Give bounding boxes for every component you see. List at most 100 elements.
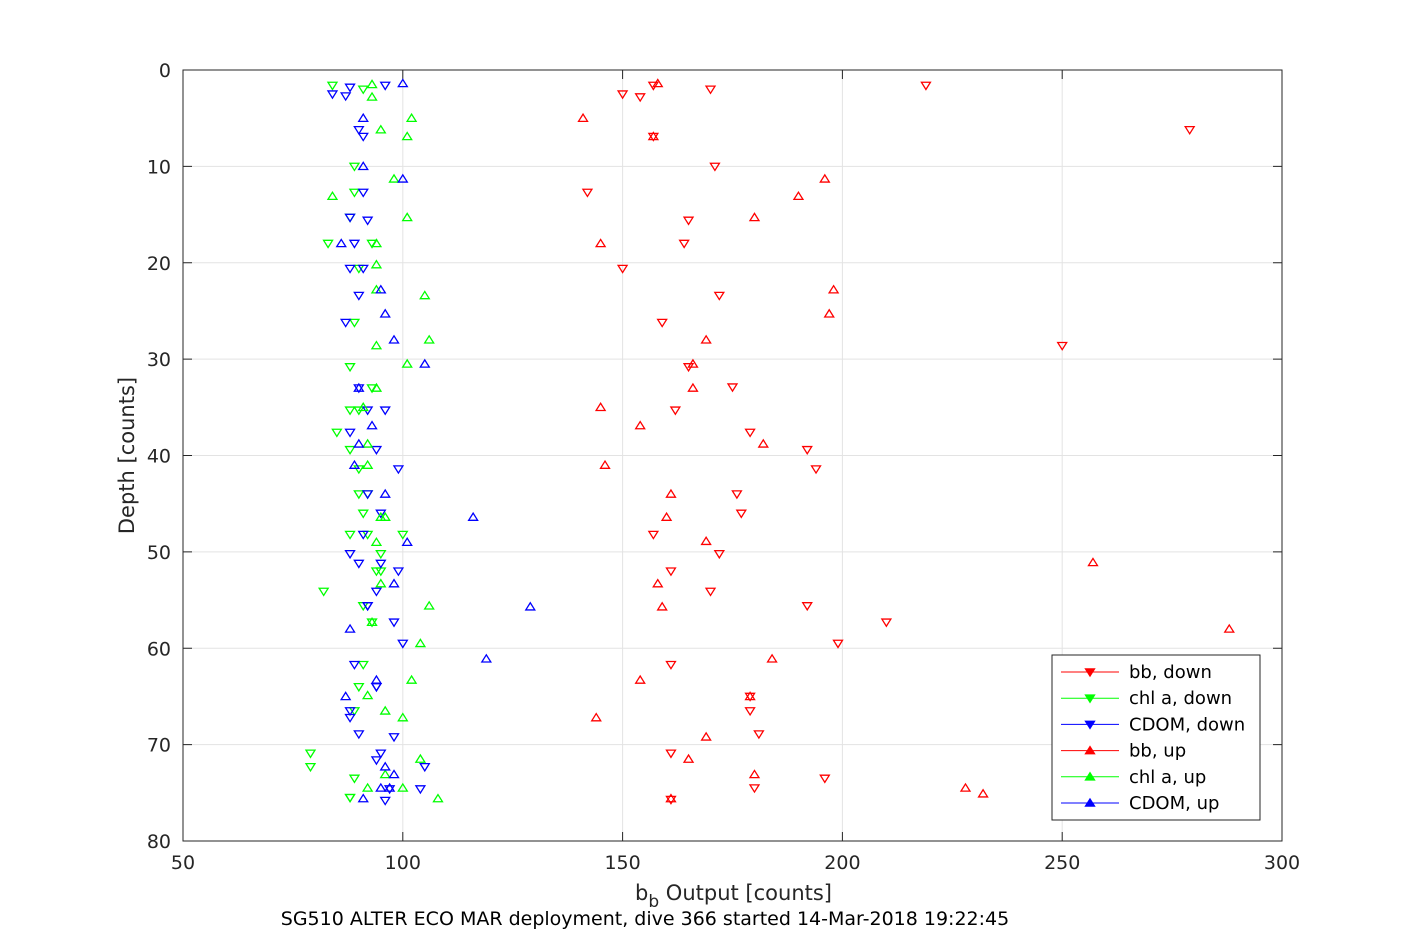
data-point: [392, 567, 405, 577]
data-point: [370, 536, 383, 547]
data-point: [322, 239, 334, 249]
data-point: [339, 92, 352, 102]
data-point: [370, 445, 383, 455]
data-point: [375, 578, 387, 588]
data-point: [397, 78, 409, 88]
data-point: [748, 769, 761, 779]
data-point: [357, 132, 369, 142]
data-point: [326, 81, 339, 91]
x-tick-label: 200: [824, 852, 860, 874]
legend-marker: [1084, 694, 1096, 704]
data-point: [757, 438, 769, 448]
data-point: [370, 756, 383, 766]
legend-entry: CDOM, up: [1061, 793, 1219, 814]
data-point: [375, 124, 387, 134]
data-point: [357, 509, 369, 519]
data-point: [370, 382, 383, 392]
x-axis-label: bb Output [counts]: [635, 881, 832, 912]
data-point: [348, 660, 361, 670]
x-axis-label-subscript: b: [648, 892, 659, 912]
data-point: [709, 162, 721, 172]
data-point: [687, 382, 699, 392]
data-point: [660, 511, 673, 521]
series-cdom-down: [326, 81, 431, 806]
data-point: [344, 623, 356, 633]
data-point: [669, 406, 682, 416]
data-point: [401, 358, 413, 368]
data-point: [348, 162, 361, 172]
data-point: [348, 239, 361, 249]
data-point: [753, 730, 765, 740]
data-point: [344, 550, 356, 560]
legend-marker: [1084, 797, 1096, 807]
x-axis-label-rest: Output [counts]: [659, 881, 832, 905]
data-point: [414, 785, 427, 795]
x-axis-label-main: b: [635, 881, 648, 905]
data-point: [375, 284, 387, 294]
data-point: [344, 793, 356, 803]
data-point: [379, 488, 391, 498]
data-point: [687, 358, 699, 368]
data-point: [388, 618, 400, 628]
data-point: [665, 749, 677, 759]
data-point: [344, 83, 356, 93]
data-point: [397, 782, 409, 792]
data-point: [766, 653, 778, 663]
data-point: [432, 793, 444, 803]
data-point: [704, 587, 717, 597]
data-point: [335, 238, 347, 248]
legend-marker: [1084, 720, 1096, 730]
series-chl-a-up: [326, 79, 444, 803]
x-tick-label: 300: [1264, 852, 1300, 874]
legend-marker: [1084, 771, 1096, 781]
data-point: [353, 730, 365, 740]
data-point: [647, 131, 660, 141]
data-point: [581, 188, 594, 198]
data-point: [801, 602, 813, 612]
data-point: [357, 112, 369, 122]
y-tick-label: 80: [147, 831, 171, 853]
series-bb-up: [577, 78, 1235, 803]
data-point: [744, 428, 756, 438]
data-point: [383, 782, 396, 792]
y-axis-label: Depth [counts]: [115, 377, 139, 534]
data-point: [379, 796, 391, 806]
data-point: [344, 264, 356, 274]
data-point: [682, 753, 695, 763]
data-point: [375, 782, 387, 792]
data-point: [397, 173, 409, 183]
legend-label: bb, down: [1129, 662, 1212, 683]
data-point: [713, 550, 725, 560]
data-point: [634, 93, 646, 103]
legend-marker: [1084, 668, 1096, 678]
data-point: [920, 81, 932, 91]
data-point: [379, 81, 391, 91]
data-point: [405, 112, 418, 122]
data-point: [344, 713, 356, 723]
data-points: [304, 78, 1235, 806]
data-point: [353, 465, 365, 475]
data-point: [353, 559, 365, 569]
data-point: [616, 264, 629, 274]
data-point: [379, 769, 391, 779]
data-point: [423, 334, 435, 344]
data-point: [379, 761, 391, 771]
legend-label: chl a, up: [1129, 767, 1206, 788]
data-point: [616, 90, 629, 100]
data-point: [339, 691, 352, 701]
data-point: [480, 653, 492, 663]
data-point: [348, 459, 361, 469]
legend-box: [1051, 654, 1261, 821]
data-point: [339, 318, 352, 328]
data-point: [713, 291, 725, 301]
data-point: [823, 308, 835, 318]
series-cdom-up: [335, 78, 536, 803]
data-point: [348, 774, 361, 784]
data-point: [344, 363, 356, 373]
data-point: [353, 683, 365, 693]
data-point: [827, 284, 840, 294]
data-point: [467, 511, 479, 521]
data-point: [366, 616, 378, 627]
data-point: [419, 290, 431, 300]
data-point: [388, 173, 400, 183]
